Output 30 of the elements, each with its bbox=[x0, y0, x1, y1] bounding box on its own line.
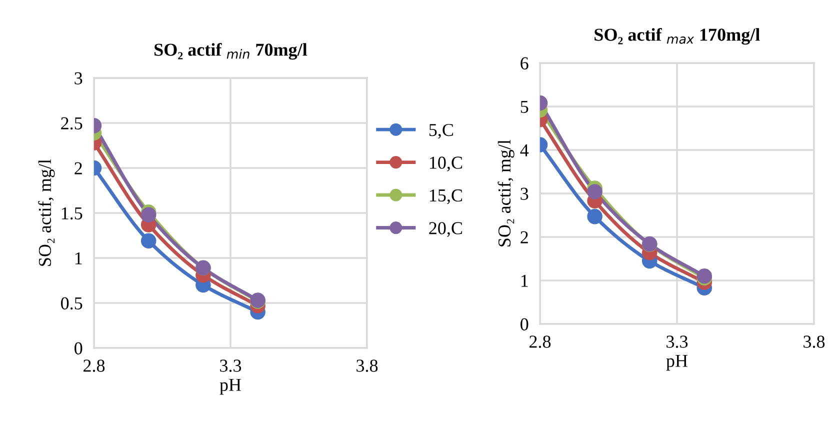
x-tick-label: 2.8 bbox=[530, 336, 551, 348]
y-tick-label: 1.5 bbox=[62, 207, 82, 220]
y-tick-label: 3 bbox=[74, 72, 82, 84]
y-tick-label: 1 bbox=[521, 274, 528, 287]
y-axis-title: SO₂ actif, mg/l bbox=[38, 159, 55, 266]
chart-title: SO₂ actif $_{min}$ 70mg/l bbox=[154, 42, 308, 60]
legend-label: 15,C bbox=[430, 189, 462, 204]
y-tick-label: 5 bbox=[520, 100, 528, 113]
y-tick-label: 1 bbox=[75, 252, 82, 264]
x-tick-label: 3.8 bbox=[804, 336, 825, 348]
y-tick-label: 0.5 bbox=[61, 297, 82, 310]
x-axis-title: pH bbox=[666, 354, 688, 371]
y-tick-label: 6 bbox=[520, 57, 528, 70]
x-axis-title: pH bbox=[220, 378, 242, 395]
legend-label: 5,C bbox=[429, 124, 453, 139]
legend-label: 20,C bbox=[429, 222, 462, 237]
x-tick-label: 3.3 bbox=[666, 336, 688, 348]
y-tick-label: 2.5 bbox=[61, 117, 82, 130]
x-tick-label: 3.8 bbox=[356, 360, 378, 372]
legend-label: 10,C bbox=[430, 156, 462, 172]
x-tick-label: 3.3 bbox=[220, 360, 242, 372]
y-tick-label: 0 bbox=[74, 342, 82, 354]
y-tick-label: 0 bbox=[520, 318, 528, 330]
y-tick-label: 4 bbox=[520, 144, 529, 156]
y-tick-label: 3 bbox=[520, 188, 528, 200]
x-tick-label: 2.8 bbox=[84, 360, 105, 372]
y-axis-title: SO₂ actif, mg/l bbox=[498, 140, 514, 246]
y-tick-label: 2 bbox=[520, 231, 528, 244]
chart-title: SO₂ actif $_{max}$ 170mg/l bbox=[594, 28, 760, 45]
y-tick-label: 2 bbox=[74, 162, 82, 174]
